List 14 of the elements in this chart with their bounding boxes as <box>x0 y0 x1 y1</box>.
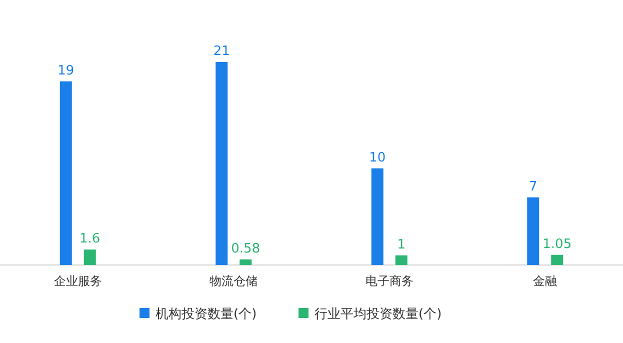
legend-label: 机构投资数量(个) <box>156 307 257 322</box>
x-tick-label: 企业服务 <box>54 274 102 288</box>
data-label: 10 <box>369 150 386 166</box>
x-tick-label: 金融 <box>533 274 558 288</box>
x-tick-label: 物流仓储 <box>210 274 258 288</box>
data-label: 1 <box>397 237 406 252</box>
data-label: 21 <box>213 44 230 59</box>
data-label: 19 <box>58 63 74 78</box>
legend-label: 行业平均投资数量(个) <box>314 307 442 322</box>
x-tick-label: 电子商务 <box>365 274 414 288</box>
data-label: 7 <box>528 179 538 194</box>
data-label: 0.58 <box>231 241 260 256</box>
data-label: 1.6 <box>80 232 100 247</box>
data-label: 1.05 <box>542 236 572 252</box>
